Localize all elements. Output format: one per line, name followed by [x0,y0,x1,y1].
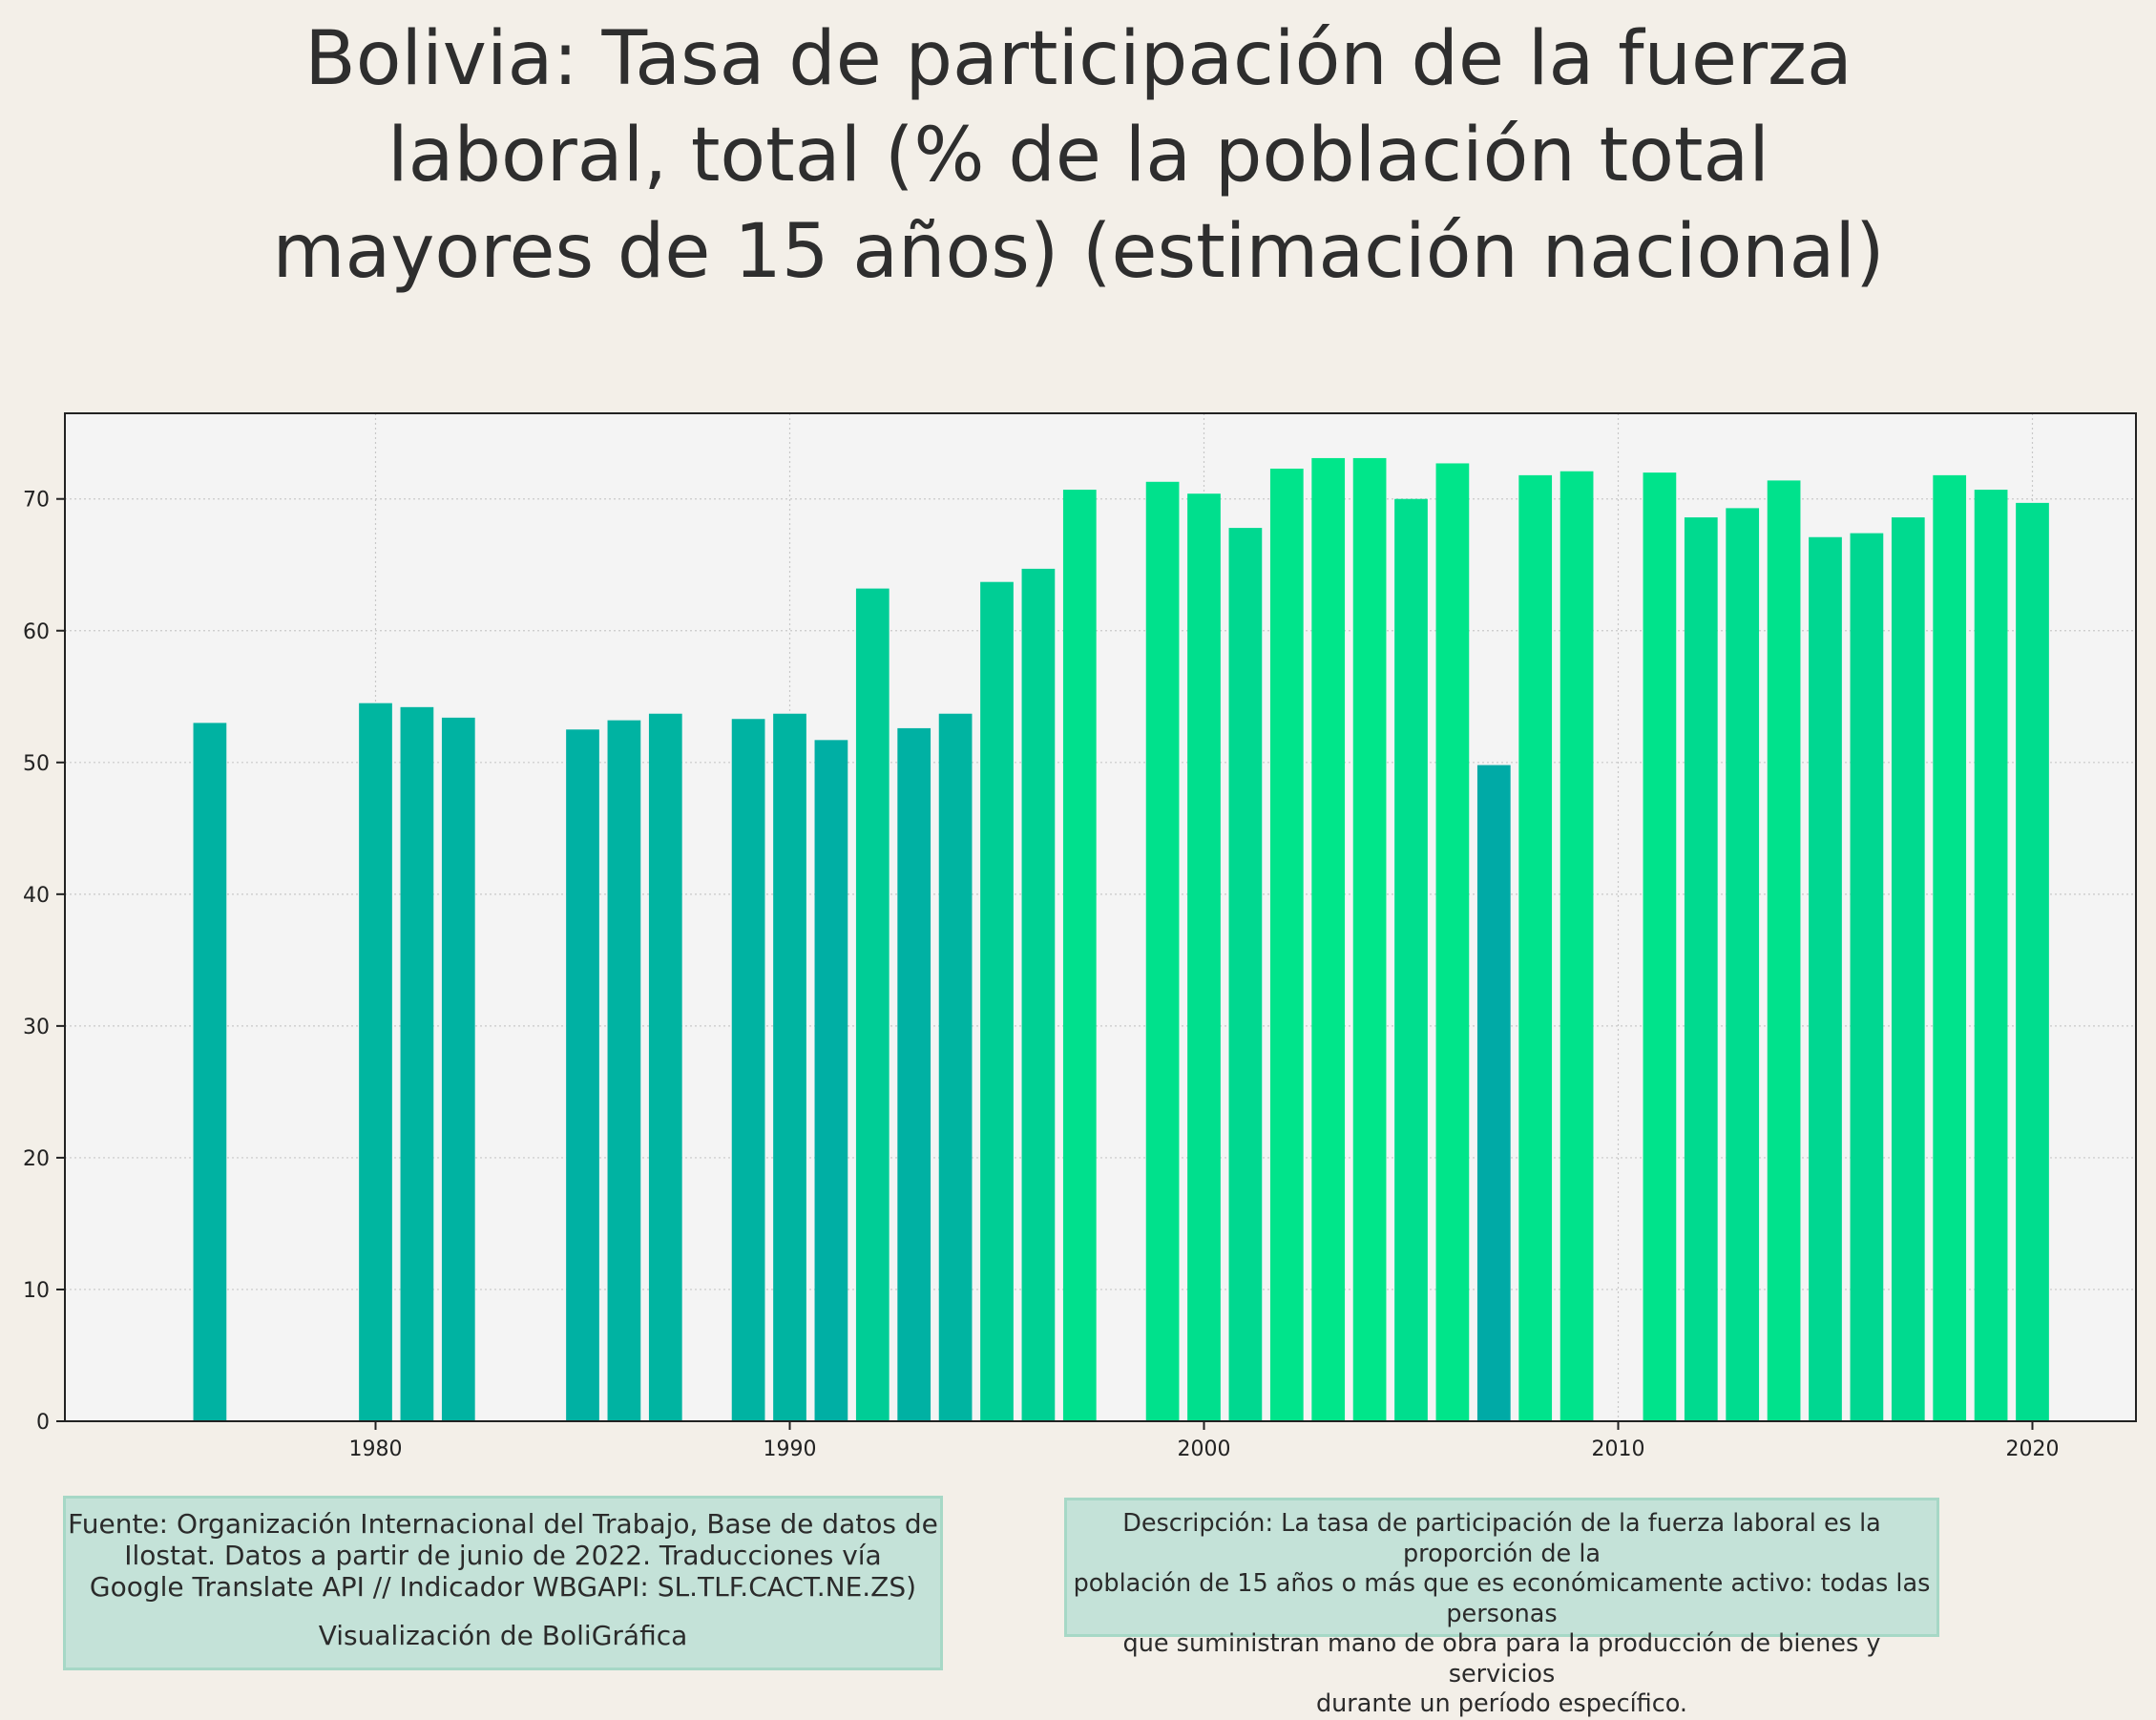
axes: 0 10 20 30 40 50 60 70 1980 1990 2000 2010 2020 [23,489,2060,1461]
y-tick-label: 20 [23,1147,50,1171]
description-note: Descripción: La tasa de participación de… [1064,1498,1939,1718]
credit-line: Visualización de BoliGráfica [318,1620,688,1651]
bar-chart: 0 10 20 30 40 50 60 70 1980 1990 2000 2010 2020 [23,412,2137,1461]
title-line-2: laboral, total (% de la población total [387,113,1769,199]
bar-2017 [1891,517,1925,1421]
source-line-3: Google Translate API // Indicador WBGAPI… [89,1571,917,1603]
bar-2011 [1643,472,1677,1421]
source-note: Fuente: Organización Internacional del T… [63,1496,943,1670]
x-tick-label: 2020 [2006,1437,2060,1461]
source-line-2: Ilostat. Datos a partir de junio de 2022… [124,1540,882,1571]
bar-2012 [1684,517,1718,1421]
bar-1994 [938,713,973,1421]
bar-1993 [897,727,931,1421]
chart-title: Bolivia: Tasa de participación de la fue… [124,11,2033,301]
bar-1982 [441,717,475,1421]
bar-2001 [1228,528,1263,1421]
x-tick-label: 1990 [764,1437,817,1461]
y-tick-label: 40 [23,884,50,908]
bar-2003 [1311,457,1346,1421]
y-tick-label: 0 [36,1411,50,1435]
bar-2000 [1187,493,1221,1421]
bar-1991 [814,740,848,1421]
y-tick-label: 30 [23,1016,50,1039]
bar-2014 [1767,480,1801,1421]
bar-1992 [855,588,890,1421]
y-tick-label: 60 [23,620,50,644]
bar-2006 [1435,463,1470,1421]
bar-2018 [1933,474,1967,1421]
bar-2013 [1726,508,1760,1421]
bar-1986 [607,720,641,1421]
bar-2015 [1809,536,1842,1421]
description-line-4: durante un período específico. [1315,1689,1688,1718]
y-tick-label: 70 [23,489,50,513]
bar-2019 [1974,490,2008,1421]
description-line-3: que suministran mano de obra para la pro… [1122,1629,1881,1689]
bar-2004 [1352,457,1387,1421]
description-line-1: Descripción: La tasa de participación de… [1122,1509,1881,1568]
source-line-1: Fuente: Organización Internacional del T… [68,1508,938,1540]
bar-2008 [1518,474,1553,1421]
bars [193,457,2049,1422]
bar-2005 [1394,498,1428,1421]
x-tick-label: 2000 [1178,1437,1231,1461]
bar-1999 [1145,481,1180,1421]
bar-2007 [1476,765,1511,1421]
bar-2016 [1850,533,1884,1421]
bar-1985 [566,729,599,1421]
bar-1981 [400,706,434,1421]
plot-frame [64,412,2137,1422]
bar-2009 [1559,471,1594,1421]
x-tick-label: 1980 [349,1437,403,1461]
bar-1996 [1021,568,1056,1421]
bar-1990 [773,713,806,1421]
y-tick-label: 10 [23,1279,50,1303]
bar-1995 [980,581,1014,1421]
x-tick-label: 2010 [1592,1437,1645,1461]
title-line-1: Bolivia: Tasa de participación de la fue… [304,16,1852,102]
title-line-3: mayores de 15 años) (estimación nacional… [272,209,1885,295]
bar-1987 [648,713,682,1421]
bar-1980 [359,703,392,1421]
description-line-2: población de 15 años o más que es económ… [1073,1569,1931,1628]
bar-1989 [731,719,765,1421]
bar-1976 [193,723,227,1421]
y-tick-label: 50 [23,752,50,776]
bar-2002 [1269,468,1304,1422]
bar-1997 [1062,490,1097,1421]
bar-2020 [2016,502,2049,1421]
